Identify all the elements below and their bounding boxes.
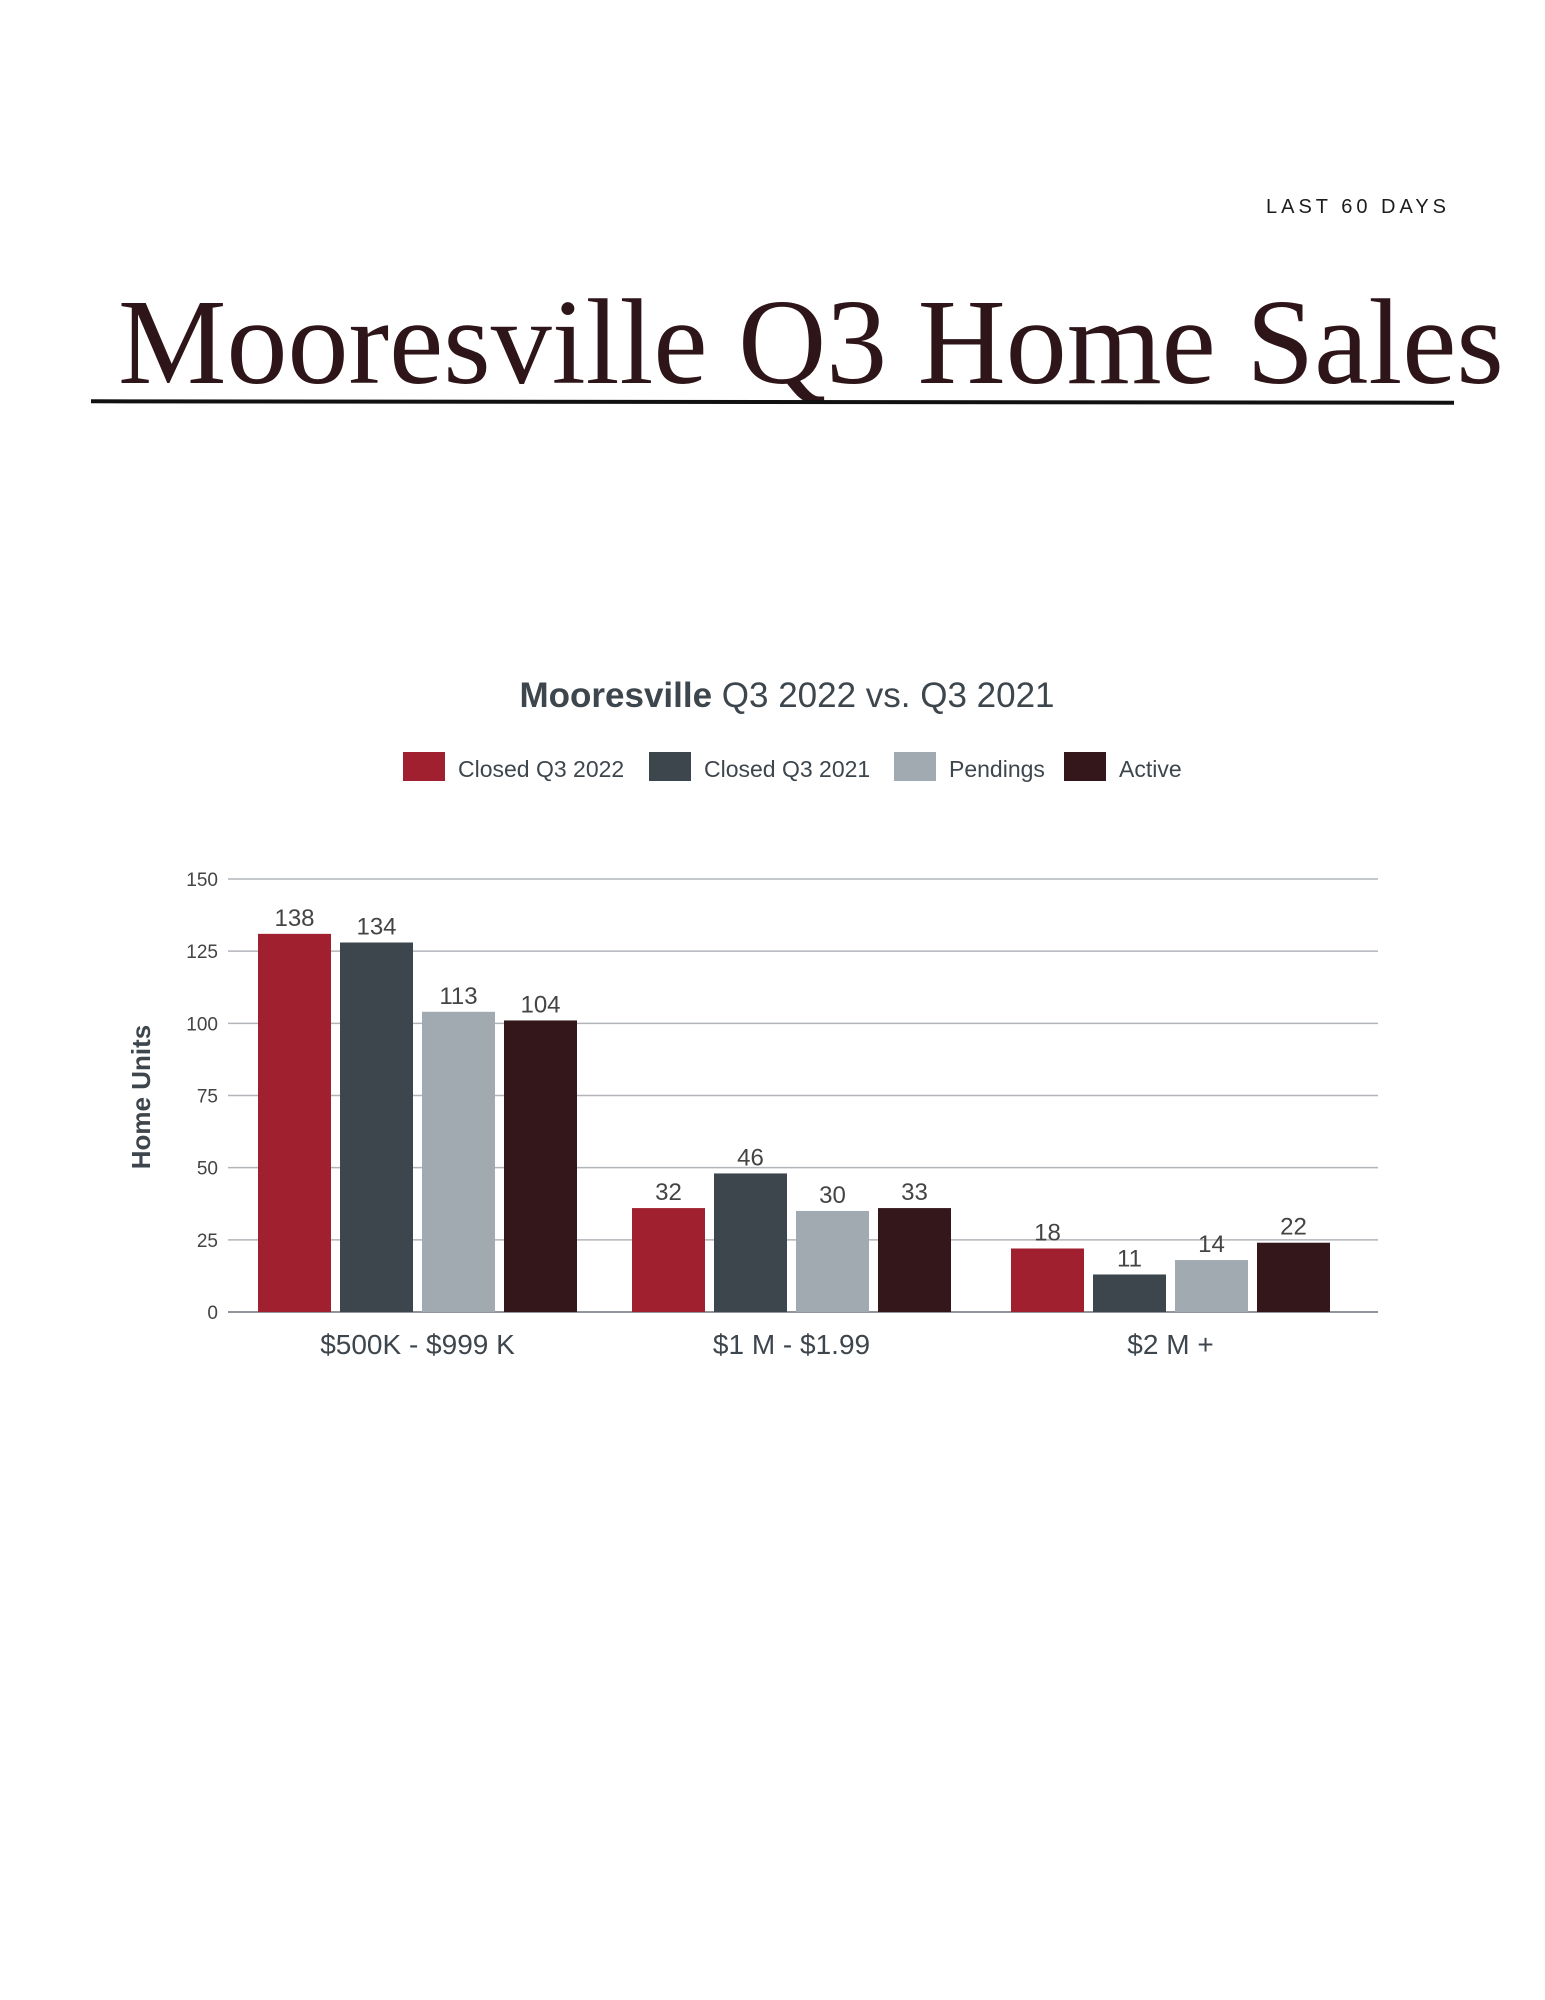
bar-value-label-2-4: 33 — [901, 1179, 928, 1206]
chart-title-bold: Mooresville — [519, 676, 712, 715]
bar-2-2 — [714, 1173, 787, 1312]
bar-value-label-2-2: 46 — [737, 1144, 764, 1171]
bar-value-label-3-4: 22 — [1280, 1214, 1307, 1241]
page-title: Mooresville Q3 Home Sales — [118, 275, 1504, 410]
bar-3-1 — [1011, 1248, 1084, 1312]
bar-value-label-1-4: 104 — [520, 991, 560, 1018]
chart-title: Mooresville Q3 2022 vs. Q3 2021 — [519, 676, 1054, 715]
bar-2-4 — [878, 1208, 951, 1312]
bar-chart: Mooresville Q3 2022 vs. Q3 2021 Closed Q… — [126, 676, 1378, 1360]
bar-value-label-1-1: 138 — [274, 905, 314, 932]
y-axis-ticks: 0 25 50 75 100 125 150 — [186, 870, 218, 1324]
y-axis-label: Home Units — [126, 1025, 156, 1169]
bar-value-label-1-3: 113 — [439, 983, 477, 1010]
bar-2-3 — [796, 1210, 869, 1312]
period-tag: LAST 60 DAYS — [1266, 196, 1450, 218]
bar-value-label-2-1: 32 — [655, 1179, 682, 1206]
bar-3-4 — [1257, 1242, 1330, 1312]
bar-1-3 — [422, 1011, 495, 1312]
y-tick-75: 75 — [197, 1087, 218, 1108]
bar-1-2 — [340, 942, 413, 1312]
legend-swatch-2 — [649, 752, 691, 781]
bar-value-label-3-3: 14 — [1198, 1231, 1225, 1258]
bar-2-1 — [632, 1208, 705, 1312]
legend-swatch-3 — [894, 752, 936, 781]
x-label-1: $500K - $999 K — [320, 1329, 515, 1360]
bar-value-label-1-2: 134 — [356, 914, 396, 941]
bar-value-label-3-2: 11 — [1117, 1245, 1142, 1272]
y-tick-150: 150 — [186, 870, 218, 891]
legend-label-4: Active — [1119, 756, 1182, 782]
legend-label-2: Closed Q3 2021 — [704, 756, 870, 782]
x-label-2: $1 M - $1.99 — [713, 1329, 870, 1360]
bar-value-label-3-1: 18 — [1034, 1219, 1061, 1246]
x-label-3: $2 M + — [1127, 1329, 1213, 1360]
y-tick-100: 100 — [186, 1014, 218, 1035]
legend-label-1: Closed Q3 2022 — [458, 756, 624, 782]
x-axis-labels: $500K - $999 K $1 M - $1.99 $2 M + — [320, 1329, 1213, 1360]
bar-1-4 — [504, 1020, 577, 1312]
bar-value-label-2-3: 30 — [819, 1182, 846, 1209]
y-tick-25: 25 — [197, 1231, 218, 1252]
legend-swatch-4 — [1064, 752, 1106, 781]
legend-swatch-1 — [403, 752, 445, 781]
bar-3-3 — [1175, 1260, 1248, 1312]
y-tick-0: 0 — [207, 1303, 218, 1324]
y-tick-125: 125 — [186, 942, 218, 963]
chart-title-rest: Q3 2022 vs. Q3 2021 — [712, 676, 1054, 715]
chart-bars: 138 134 113 104 32 46 30 33 18 11 14 22 — [258, 905, 1330, 1312]
y-tick-50: 50 — [197, 1159, 218, 1180]
chart-legend: Closed Q3 2022 Closed Q3 2021 Pendings Acti… — [403, 752, 1182, 782]
bar-1-1 — [258, 933, 331, 1312]
bar-3-2 — [1093, 1274, 1166, 1312]
legend-label-3: Pendings — [949, 756, 1045, 782]
